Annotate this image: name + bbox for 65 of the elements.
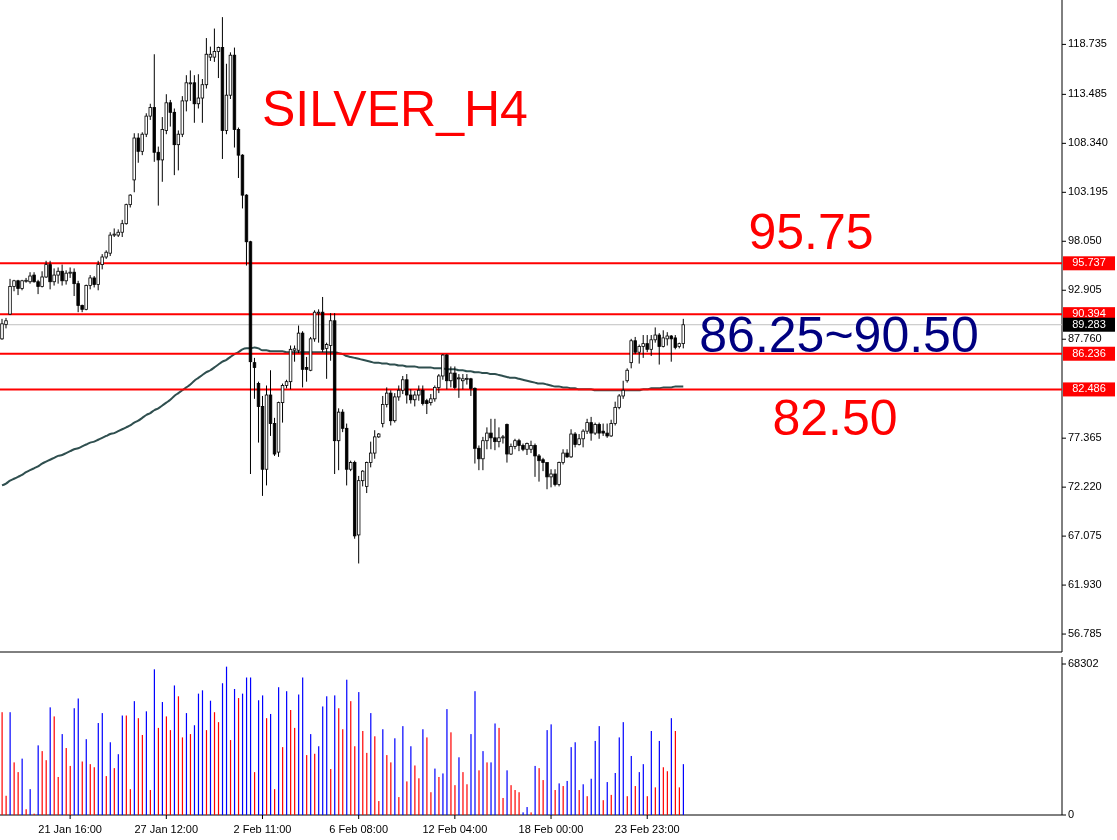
candlestick — [48, 260, 52, 290]
candlestick — [517, 438, 521, 452]
candlestick — [681, 318, 685, 349]
candlestick — [401, 375, 405, 395]
x-tick-label: 18 Feb 00:00 — [518, 823, 584, 835]
candlestick — [192, 74, 197, 124]
y-tick-label: 67.075 — [1068, 529, 1102, 542]
x-tick-label: 2 Feb 11:00 — [233, 823, 292, 835]
annotation: 95.75 — [748, 204, 874, 260]
y-tick-label: 56.785 — [1068, 626, 1102, 639]
candlestick — [605, 423, 609, 439]
x-tick-label: 12 Feb 04:00 — [422, 823, 488, 835]
x-tick-label: 23 Feb 23:00 — [614, 823, 680, 835]
y-tick-label: 98.050 — [1068, 234, 1102, 247]
x-tick-label: 27 Jan 12:00 — [134, 823, 199, 835]
x-tick-label: 21 Jan 16:00 — [38, 823, 102, 835]
annotation: 86.25~90.50 — [699, 307, 979, 363]
candlestick — [0, 318, 4, 341]
text: SILVER_H4 — [262, 81, 528, 137]
candlestick — [96, 260, 100, 291]
candlestick — [457, 373, 461, 399]
candlestick — [569, 428, 573, 459]
y-tick-label: 108.340 — [1068, 136, 1108, 149]
candlestick — [28, 271, 32, 285]
y-tick-label: 103.195 — [1068, 185, 1108, 198]
candlestick — [212, 28, 217, 63]
ref-line-label: 95.737 — [1072, 256, 1106, 269]
y-tick-label: 118.735 — [1068, 37, 1107, 50]
ref-line-label: 86.236 — [1072, 346, 1106, 359]
candlestick — [188, 69, 193, 102]
y-tick-label: 0 — [1068, 807, 1075, 820]
x-tick-label: 6 Feb 08:00 — [329, 823, 389, 835]
candlestick — [637, 344, 641, 365]
candlestick — [601, 423, 605, 437]
candlestick — [529, 440, 533, 454]
candlestick — [629, 338, 633, 369]
y-tick-label: 61.930 — [1068, 577, 1102, 590]
candlestick — [669, 334, 673, 363]
y-tick-label: 113.485 — [1068, 87, 1107, 100]
y-tick-label: 72.220 — [1068, 480, 1102, 493]
candlestick — [465, 373, 469, 386]
candlestick — [545, 462, 549, 490]
y-tick-label: 68302 — [1068, 656, 1099, 669]
candlestick — [493, 418, 497, 451]
ref-line-label: 90.394 — [1072, 307, 1106, 320]
candlestick — [60, 264, 64, 287]
candlestick — [497, 426, 501, 448]
y-tick-label: 87.760 — [1068, 332, 1102, 345]
ref-line-label: 82.486 — [1072, 382, 1106, 395]
candlestick — [64, 269, 68, 286]
annotation: 82.50 — [772, 390, 898, 446]
candlestick — [373, 429, 377, 460]
y-tick-label: 77.365 — [1068, 431, 1102, 444]
candlestick — [252, 357, 257, 400]
candlestick — [52, 267, 56, 287]
y-tick-label: 92.905 — [1068, 283, 1102, 296]
ref-line-label: 89.283 — [1072, 317, 1106, 330]
candlestick — [589, 416, 593, 442]
candlestick — [196, 73, 201, 110]
candlestick — [56, 266, 60, 285]
candlestick — [108, 231, 112, 257]
candlestick — [405, 373, 409, 405]
candlestick — [649, 334, 653, 357]
candlestick — [533, 443, 537, 478]
candlestick — [489, 418, 493, 450]
